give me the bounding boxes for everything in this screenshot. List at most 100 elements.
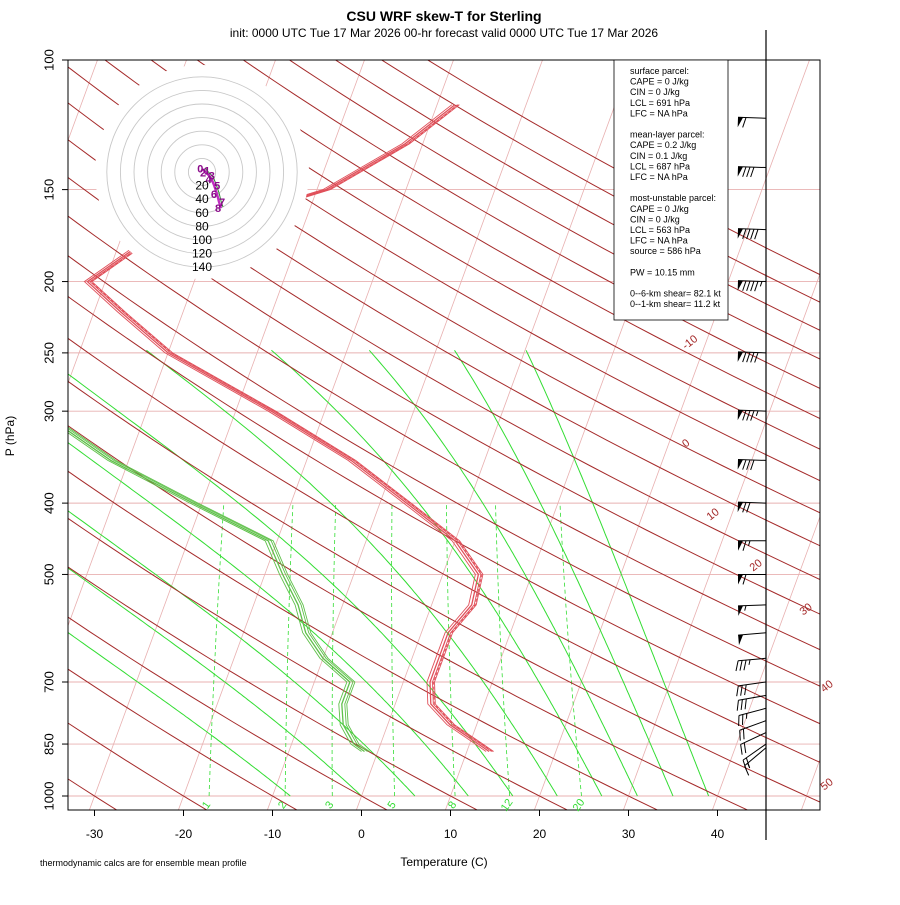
info-line: LCL = 563 hPa [630, 225, 690, 235]
isotherm-label: -10 [680, 333, 700, 352]
wind-barb-flag [741, 744, 743, 754]
isotherm-label: 0 [680, 437, 692, 450]
mixing-ratio-label: 1 [200, 799, 213, 811]
wind-barb-flag [740, 730, 741, 740]
wind-barb-pennant [738, 574, 743, 584]
t-tick-label: 20 [533, 827, 547, 841]
isotherm-line [712, 44, 900, 812]
info-line: most-unstable parcel: [630, 193, 716, 203]
chart-title: CSU WRF skew-T for Sterling [346, 8, 541, 24]
t-tick-label: -20 [175, 827, 193, 841]
wind-barb [738, 352, 766, 363]
hodograph-height-label: 8 [215, 203, 221, 215]
wind-barbs [736, 30, 766, 840]
wind-barb-halfflag [756, 411, 758, 416]
info-line: CAPE = 0 J/kg [630, 204, 689, 214]
t-tick-label: -30 [86, 827, 104, 841]
info-line: LFC = NA hPa [630, 108, 688, 118]
wind-barb-pennant [738, 635, 743, 645]
wind-barb [738, 117, 766, 127]
wind-barb [738, 605, 766, 616]
isotherm-label: 20 [748, 557, 765, 574]
info-line: 0--6-km shear= 82.1 kt [630, 289, 721, 299]
wind-barb [738, 633, 766, 645]
dry-adiabat [220, 44, 900, 812]
wind-barb-halfflag [749, 660, 750, 665]
hodograph-ring-label: 140 [192, 260, 212, 274]
mixing-ratio-label: 8 [446, 799, 459, 811]
wind-barb-flag [740, 660, 742, 670]
wind-barb-flag [746, 758, 749, 768]
wind-barb-flag [751, 352, 754, 362]
wind-barb [738, 281, 766, 292]
mixing-ratio-line [392, 503, 395, 796]
wind-barb-pennant [738, 410, 743, 420]
wind-barb-flag [743, 281, 746, 291]
wind-barb-pennant [738, 229, 743, 239]
mixing-ratio-label: 3 [323, 799, 336, 811]
hodograph-ring-label: 40 [195, 192, 209, 206]
wind-barb-flag [736, 661, 738, 671]
dry-adiabat [311, 44, 900, 812]
t-tick-label: 30 [622, 827, 636, 841]
hodograph-ring-label: 80 [195, 219, 209, 233]
wind-barb-pennant [738, 281, 743, 291]
p-tick-label: 300 [41, 400, 56, 422]
wind-barb-pennant [738, 459, 743, 469]
wind-barb-pennant [738, 352, 743, 362]
moist-adiabat [0, 350, 415, 796]
p-tick-label: 400 [41, 492, 56, 514]
hodograph-ring-label: 120 [192, 247, 212, 261]
mixing-ratio-label: 2 [276, 799, 289, 811]
wind-barb-flag [751, 281, 754, 291]
t-tick-label: 40 [711, 827, 725, 841]
wind-barb-flag [743, 118, 746, 128]
wind-barb-pennant [738, 117, 743, 127]
moist-adiabat [369, 350, 637, 796]
wind-barb-halfflag [749, 541, 751, 546]
x-axis-label: Temperature (C) [400, 855, 487, 869]
info-line: CIN = 0.1 J/kg [630, 151, 687, 161]
wind-barb-flag [745, 699, 746, 709]
info-line: 0--1-km shear= 11.2 kt [630, 299, 721, 309]
p-tick-label: 200 [41, 271, 56, 293]
mixing-ratio-label: 12 [499, 797, 516, 814]
chart-subtitle: init: 0000 UTC Tue 17 Mar 2026 00-hr for… [230, 26, 659, 40]
isotherm-line [801, 44, 900, 812]
wind-barb [738, 574, 766, 584]
mixing-ratio-label: 5 [385, 799, 398, 811]
wind-barb-halfflag [745, 606, 746, 611]
wind-barb [737, 682, 766, 696]
info-line: LCL = 691 hPa [630, 98, 690, 108]
hodograph-ring-label: 100 [192, 233, 212, 247]
wind-barb-flag [743, 352, 746, 362]
mixing-ratio-line [447, 503, 456, 796]
wind-barb [739, 708, 766, 726]
info-line: CAPE = 0.2 J/kg [630, 140, 696, 150]
wind-barb [738, 541, 766, 551]
wind-barb-flag [751, 229, 754, 239]
wind-barb-flag [737, 700, 738, 710]
wind-barb [736, 658, 766, 671]
info-line: CAPE = 0 J/kg [630, 77, 689, 87]
info-line: surface parcel: [630, 66, 689, 76]
info-line: CIN = 0 J/kg [630, 87, 680, 97]
isotherm-line [267, 44, 549, 812]
wind-barb [738, 459, 766, 469]
wind-barb-flag [743, 460, 746, 470]
p-tick-label: 250 [41, 342, 56, 364]
wind-barb-flag [741, 700, 742, 710]
isotherm-label: 10 [705, 506, 722, 523]
wind-barb-flag [751, 167, 754, 177]
wind-barb [738, 229, 766, 240]
info-line: CIN = 0 J/kg [630, 214, 680, 224]
wind-barb-flag [743, 502, 746, 512]
wind-barb-flag [743, 729, 744, 739]
info-line: PW = 10.15 mm [630, 267, 695, 277]
wind-barb-flag [747, 503, 750, 513]
t-tick-label: 10 [444, 827, 458, 841]
